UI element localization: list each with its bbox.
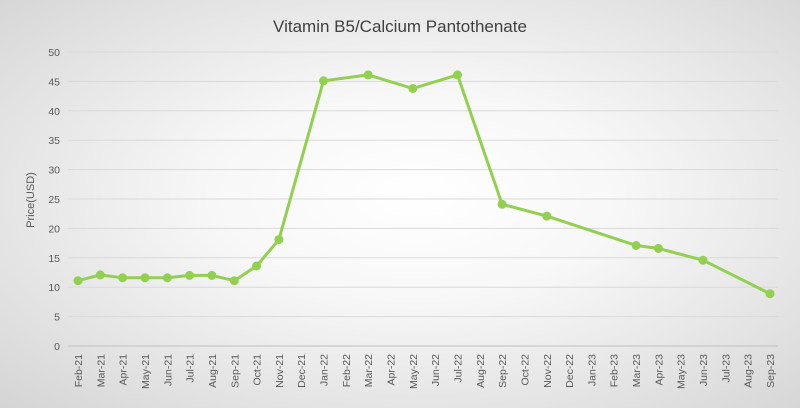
x-tick-label: Oct-22 [519,354,531,386]
x-tick-label: Apr-22 [386,354,398,386]
y-tick-label: 20 [48,223,60,235]
x-tick-label: Jun-21 [162,354,174,386]
x-tick-label: May-21 [140,354,152,389]
data-point-Nov-22 [542,211,552,221]
x-axis-ticks: Feb-21 Mar-21 Apr-21 May-21 Jun-21 Jul-21 Aug-… [73,354,777,389]
y-tick-label: 50 [48,47,60,59]
data-point-May-21 [140,273,150,283]
x-tick-label: Feb-23 [609,354,621,387]
data-point-Sep-21 [229,276,239,286]
x-tick-label: Mar-21 [95,354,107,387]
data-point-Jul-22 [453,70,462,80]
data-point-Apr-21 [118,273,128,283]
data-point-Jul-21 [185,270,195,280]
data-point-Mar-22 [363,70,373,80]
x-tick-label: Feb-21 [73,354,85,387]
x-tick-label: Sep-23 [765,354,777,388]
x-tick-label: Dec-22 [564,354,576,388]
x-tick-label: May-23 [676,354,688,389]
data-point-Jun-23 [698,255,708,265]
y-tick-label: 40 [48,106,60,118]
x-tick-label: Apr-21 [118,354,130,386]
x-tick-label: Aug-22 [475,354,487,388]
x-tick-label: Feb-22 [341,354,353,387]
x-tick-label: Nov-21 [274,354,286,388]
x-tick-label: Aug-21 [207,354,219,388]
y-tick-label: 5 [54,312,60,324]
y-tick-label: 25 [48,194,60,206]
y-tick-label: 15 [48,253,60,265]
chart-title: Vitamin B5/Calcium Pantothenate [273,17,527,36]
y-axis-label: Price(USD) [25,172,37,228]
data-point-Mar-23 [631,241,641,250]
y-tick-label: 0 [54,341,60,353]
gridlines [68,51,778,347]
data-point-Jan-22 [319,76,328,86]
series-line [76,73,772,296]
x-tick-label: Dec-21 [296,354,308,388]
data-point-Feb-21 [73,276,83,286]
y-tick-label: 35 [48,135,60,147]
series-line-layer [76,73,772,296]
data-point-Apr-23 [653,243,663,253]
data-point-Nov-21 [274,235,284,245]
x-tick-label: Oct-21 [252,354,264,386]
y-tick-label: 45 [48,76,60,88]
x-tick-label: Mar-23 [631,354,643,387]
y-axis-ticks: 0 5 10 15 20 25 30 35 40 45 50 [48,47,60,353]
x-tick-label: Jun-23 [698,354,710,386]
y-tick-label: 30 [48,165,60,177]
data-point-Jun-21 [162,273,172,283]
x-tick-label: Nov-22 [542,354,554,388]
data-point-Oct-21 [252,261,262,271]
x-tick-label: May-22 [408,354,420,389]
x-tick-label: Aug-23 [743,354,755,388]
x-tick-label: Apr-23 [653,354,665,386]
x-tick-label: Jul-22 [452,354,464,383]
data-point-Mar-21 [95,270,105,280]
x-tick-label: Sep-22 [497,354,509,388]
x-tick-label: Jan-23 [586,354,598,386]
y-tick-label: 10 [48,282,60,294]
x-tick-label: Jun-22 [430,354,442,386]
x-tick-label: Jul-23 [720,354,732,383]
x-tick-label: Mar-22 [363,354,375,387]
x-tick-label: Sep-21 [229,354,241,388]
data-points [73,70,775,299]
x-tick-label: Jan-22 [319,354,331,386]
data-point-Aug-21 [207,270,217,280]
data-point-Sep-23 [765,289,775,299]
data-point-May-22 [408,84,418,93]
data-point-Sep-22 [497,199,507,209]
x-tick-label: Jul-21 [185,354,197,383]
